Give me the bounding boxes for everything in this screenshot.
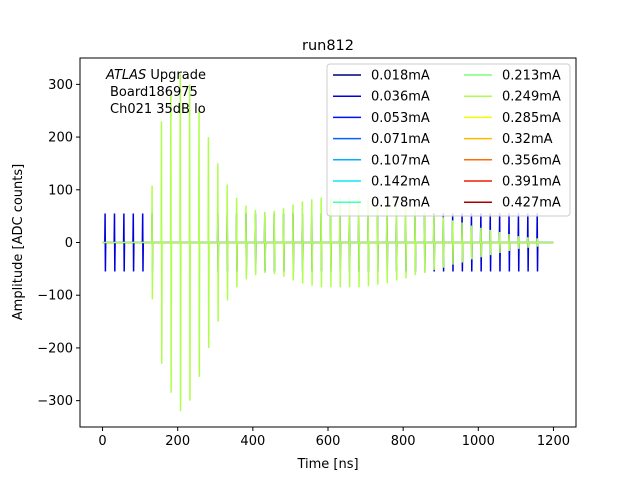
x-tick-label: 200 bbox=[165, 434, 190, 449]
legend-label: 0.053mA bbox=[371, 111, 430, 126]
legend-label: 0.018mA bbox=[371, 69, 430, 84]
x-tick-label: 600 bbox=[316, 434, 341, 449]
y-tick-label: −200 bbox=[37, 341, 73, 356]
legend-label: 0.142mA bbox=[371, 175, 430, 190]
legend-label: 0.071mA bbox=[371, 132, 430, 147]
annotation-upgrade: Upgrade bbox=[146, 68, 206, 83]
legend-label: 0.036mA bbox=[371, 90, 430, 105]
y-axis: −300 −200 −100 0 100 200 300 bbox=[37, 78, 80, 409]
legend-label: 0.356mA bbox=[502, 153, 561, 168]
y-tick-label: 300 bbox=[48, 78, 73, 93]
y-tick-label: −100 bbox=[37, 289, 73, 304]
y-tick-label: 200 bbox=[48, 131, 73, 146]
atlas-annotation: ATLAS Upgrade Board186975 Ch021 35dB lo bbox=[105, 68, 206, 117]
legend-label: 0.249mA bbox=[502, 90, 561, 105]
legend-label: 0.285mA bbox=[502, 111, 561, 126]
y-tick-label: 0 bbox=[65, 236, 73, 251]
legend-label: 0.427mA bbox=[502, 196, 561, 211]
x-tick-label: 1000 bbox=[462, 434, 495, 449]
annotation-channel: Ch021 35dB lo bbox=[110, 102, 206, 117]
legend-label: 0.391mA bbox=[502, 175, 561, 190]
legend-label: 0.213mA bbox=[502, 69, 561, 84]
chart-title: run812 bbox=[302, 38, 354, 54]
x-tick-label: 800 bbox=[391, 434, 416, 449]
legend-label: 0.178mA bbox=[371, 196, 430, 211]
annotation-line1: ATLAS Upgrade bbox=[105, 68, 206, 83]
y-axis-label: Amplitude [ADC counts] bbox=[11, 164, 26, 320]
legend-label: 0.32mA bbox=[502, 132, 553, 147]
legend-box bbox=[326, 63, 571, 217]
x-tick-label: 400 bbox=[240, 434, 265, 449]
y-tick-label: 100 bbox=[48, 183, 73, 198]
legend-label: 0.107mA bbox=[371, 153, 430, 168]
legend: 0.018mA 0.036mA 0.053mA 0.071mA 0.107mA 0.142… bbox=[326, 63, 571, 217]
x-axis-label: Time [ns] bbox=[296, 457, 358, 472]
annotation-board: Board186975 bbox=[110, 85, 198, 100]
x-tick-label: 1200 bbox=[537, 434, 570, 449]
x-tick-label: 0 bbox=[98, 434, 106, 449]
x-axis: 0 200 400 600 800 1000 1200 bbox=[98, 427, 570, 449]
y-tick-label: −300 bbox=[37, 394, 73, 409]
annotation-experiment: ATLAS bbox=[105, 68, 146, 83]
